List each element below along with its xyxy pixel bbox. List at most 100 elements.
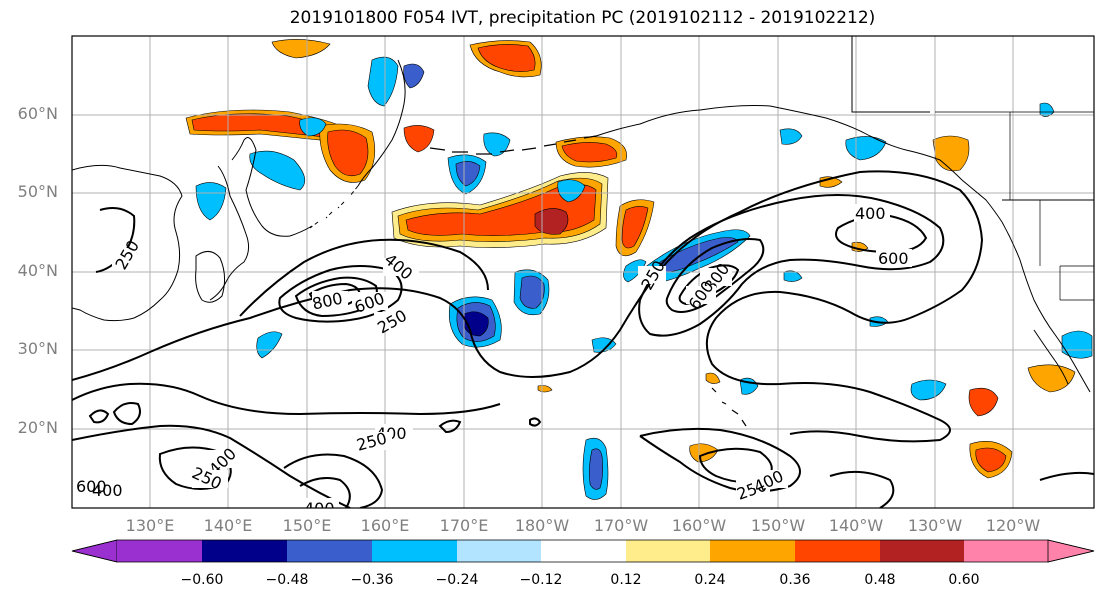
- ivt-400-south: [72, 382, 501, 416]
- precip-blob: [589, 448, 603, 490]
- colorbar-segment: [457, 540, 541, 562]
- lon-label: 170°E: [439, 516, 489, 535]
- korea-coast: [195, 251, 226, 303]
- colorbar-segment: [964, 540, 1048, 562]
- lon-label: 160°E: [360, 516, 410, 535]
- precip-blob: [299, 117, 327, 137]
- colorbar-segment: [372, 540, 457, 562]
- lon-label: 130°E: [125, 516, 175, 535]
- precip-blob: [1027, 364, 1076, 393]
- precip-blob: [455, 161, 481, 187]
- lon-label: 170°W: [593, 516, 649, 535]
- colorbar-segment: [287, 540, 372, 562]
- colorbar-tick-label: −0.12: [519, 572, 563, 588]
- colorbar-extend-low: [71, 539, 118, 563]
- colorbar-tick-label: 0.36: [779, 572, 811, 588]
- precip-blob: [477, 44, 536, 72]
- alaska-coast: [595, 105, 1003, 223]
- baja-coast: [1033, 329, 1069, 385]
- map-area: 250 800 600 400 250 400 600 250 800 600 …: [72, 36, 1094, 518]
- ivt-400-west: [239, 238, 489, 317]
- aleutian-islands: [429, 135, 597, 155]
- precip-blob: [403, 125, 435, 153]
- colorbar-tick-label: 0.12: [610, 572, 642, 588]
- precip-blob: [534, 208, 569, 235]
- lon-label: 160°W: [671, 516, 727, 535]
- precip-blob: [249, 150, 306, 191]
- asia-coast: [72, 164, 183, 322]
- ivt-400-east: [638, 194, 945, 337]
- ivt-600-east: [665, 238, 765, 313]
- precip-blob: [1061, 330, 1093, 359]
- precip-blob: [271, 39, 331, 59]
- canada-provinces: [935, 111, 1094, 200]
- lon-label: 150°E: [282, 516, 332, 535]
- precip-blob: [557, 179, 586, 203]
- ivt-250-se: [639, 427, 801, 493]
- precip-blob: [705, 372, 721, 384]
- coastlines: [72, 36, 1094, 427]
- ivt-250-east: [705, 290, 951, 443]
- ivt-400-loop: [278, 265, 403, 323]
- precip-blob: [561, 142, 618, 163]
- ivt-400-loop-s2: [299, 477, 351, 508]
- contour-label: 600: [878, 249, 909, 268]
- precip-blob: [779, 128, 803, 145]
- colorbar: [71, 539, 1095, 563]
- colorbar-tick-label: 0.24: [694, 572, 726, 588]
- contour-label: 600: [76, 477, 107, 496]
- precip-blob: [968, 387, 999, 417]
- ivt-small-4: [529, 417, 542, 427]
- colorbar-tick-label: −0.36: [350, 572, 394, 588]
- contour-label: 400: [855, 204, 886, 223]
- border-states: [1039, 200, 1094, 301]
- precip-blob: [621, 206, 649, 249]
- map-frame: [71, 35, 1095, 509]
- ivt-250-se3: [1039, 471, 1094, 481]
- precip-blob: [367, 56, 399, 107]
- lon-label: 120°W: [985, 516, 1041, 535]
- colorbar-tick-label: −0.24: [435, 572, 479, 588]
- contour-label: 400: [304, 499, 335, 518]
- colorbar-segment: [880, 540, 964, 562]
- ivt-250-west: [72, 170, 984, 381]
- precip-blob: [591, 337, 617, 353]
- contour-label: 400: [92, 481, 123, 500]
- colorbar-outline: [71, 539, 1095, 563]
- colorbar-tick-label: 0.48: [864, 572, 896, 588]
- precip-blob: [327, 129, 369, 177]
- ivt-small-3: [438, 419, 462, 434]
- precip-blob: [910, 379, 947, 401]
- colorbar-tick-label: −0.48: [265, 572, 309, 588]
- ivt-250-south: [72, 424, 351, 508]
- colorbar-segment: [541, 540, 626, 562]
- lon-label: 180°W: [514, 516, 570, 535]
- ivt-400-n: [95, 207, 136, 273]
- colorbar-segment: [710, 540, 795, 562]
- ivt-small-1: [88, 409, 110, 424]
- lat-label: 60°N: [17, 104, 58, 123]
- lon-label: 130°W: [907, 516, 963, 535]
- japan-coast-east: [231, 137, 313, 237]
- precip-blob: [689, 443, 719, 463]
- colorbar-segment: [626, 540, 710, 562]
- ivt-250-loop-s: [283, 453, 384, 508]
- japan-coast: [209, 165, 250, 301]
- lat-label: 50°N: [17, 182, 58, 201]
- alaska-north: [851, 36, 930, 113]
- ivt-250-se2: [829, 470, 895, 508]
- lat-label: 20°N: [17, 418, 58, 437]
- lon-label: 140°W: [828, 516, 884, 535]
- hawaii-islands: [711, 387, 747, 427]
- lon-label: 140°E: [203, 516, 253, 535]
- colorbar-tick-label: −0.60: [180, 572, 224, 588]
- colorbar-tick-label: 0.60: [948, 572, 980, 588]
- colorbar-segment: [117, 540, 202, 562]
- map-title: 2019101800 F054 IVT, precipitation PC (2…: [289, 8, 876, 28]
- graticule: [72, 36, 1094, 508]
- colorbar-segment: [795, 540, 880, 562]
- precip-blob: [783, 270, 803, 282]
- kamchatka-coast: [357, 59, 406, 187]
- colorbar-extend-high: [1047, 539, 1095, 563]
